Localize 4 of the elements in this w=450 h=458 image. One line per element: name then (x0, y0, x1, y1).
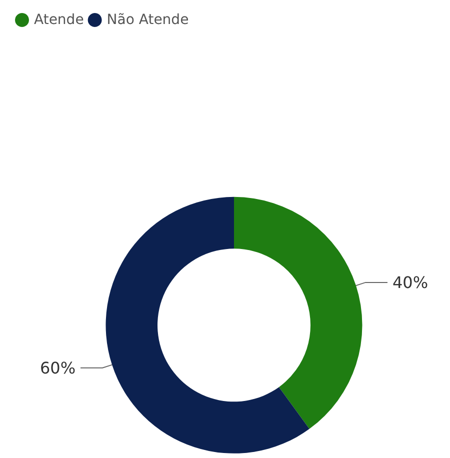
data-label: 40% (392, 272, 428, 292)
legend-label: Atende (34, 12, 84, 28)
legend-label: Não Atende (106, 12, 189, 28)
data-label: 60% (40, 358, 76, 378)
